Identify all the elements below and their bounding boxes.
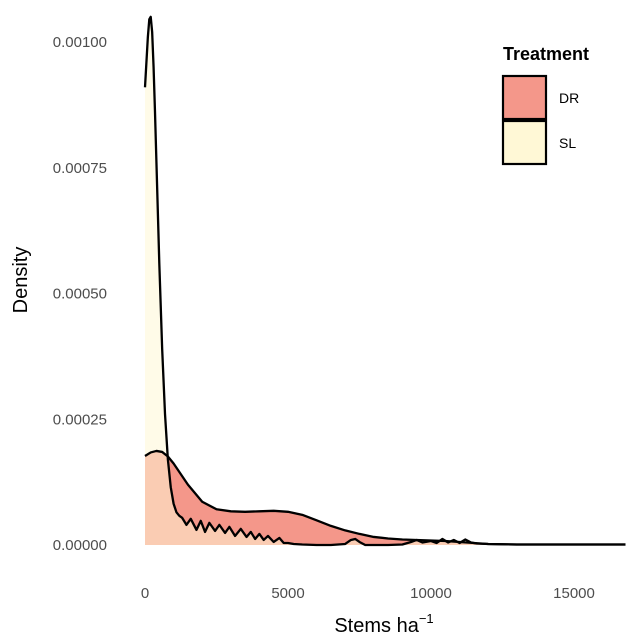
y-axis-title: Density: [10, 247, 32, 314]
series-dr-area: [145, 450, 626, 545]
legend-key-dr: [501, 74, 548, 121]
y-tick-label: 0.00075: [53, 160, 107, 177]
x-axis-title-main: Stems ha: [334, 615, 419, 634]
y-tick-label: 0.00000: [53, 537, 107, 554]
x-axis-title: Stems ha−1: [334, 611, 433, 634]
x-tick-label: 5000: [271, 585, 304, 602]
legend-label-sl: SL: [559, 135, 576, 151]
x-tick-label: 0: [141, 585, 149, 602]
series-sl-area: [145, 16, 626, 546]
x-tick-label: 10000: [410, 585, 452, 602]
legend: Treatment DR SL: [501, 44, 589, 166]
y-tick-label: 0.00025: [53, 411, 107, 428]
y-tick-label: 0.00050: [53, 286, 107, 303]
series-sl-line: [143, 15, 626, 547]
x-tick-label: 15000: [553, 585, 595, 602]
plot-area: [143, 15, 626, 547]
y-axis: 0.00000 0.00025 0.00050 0.00075 0.00100: [53, 34, 107, 554]
x-axis: 0 5000 10000 15000: [141, 585, 595, 602]
legend-label-dr: DR: [559, 90, 579, 106]
y-tick-label: 0.00100: [53, 34, 107, 51]
legend-key-sl: [501, 119, 548, 166]
x-axis-title-superscript: −1: [419, 611, 434, 626]
legend-title: Treatment: [503, 44, 589, 64]
